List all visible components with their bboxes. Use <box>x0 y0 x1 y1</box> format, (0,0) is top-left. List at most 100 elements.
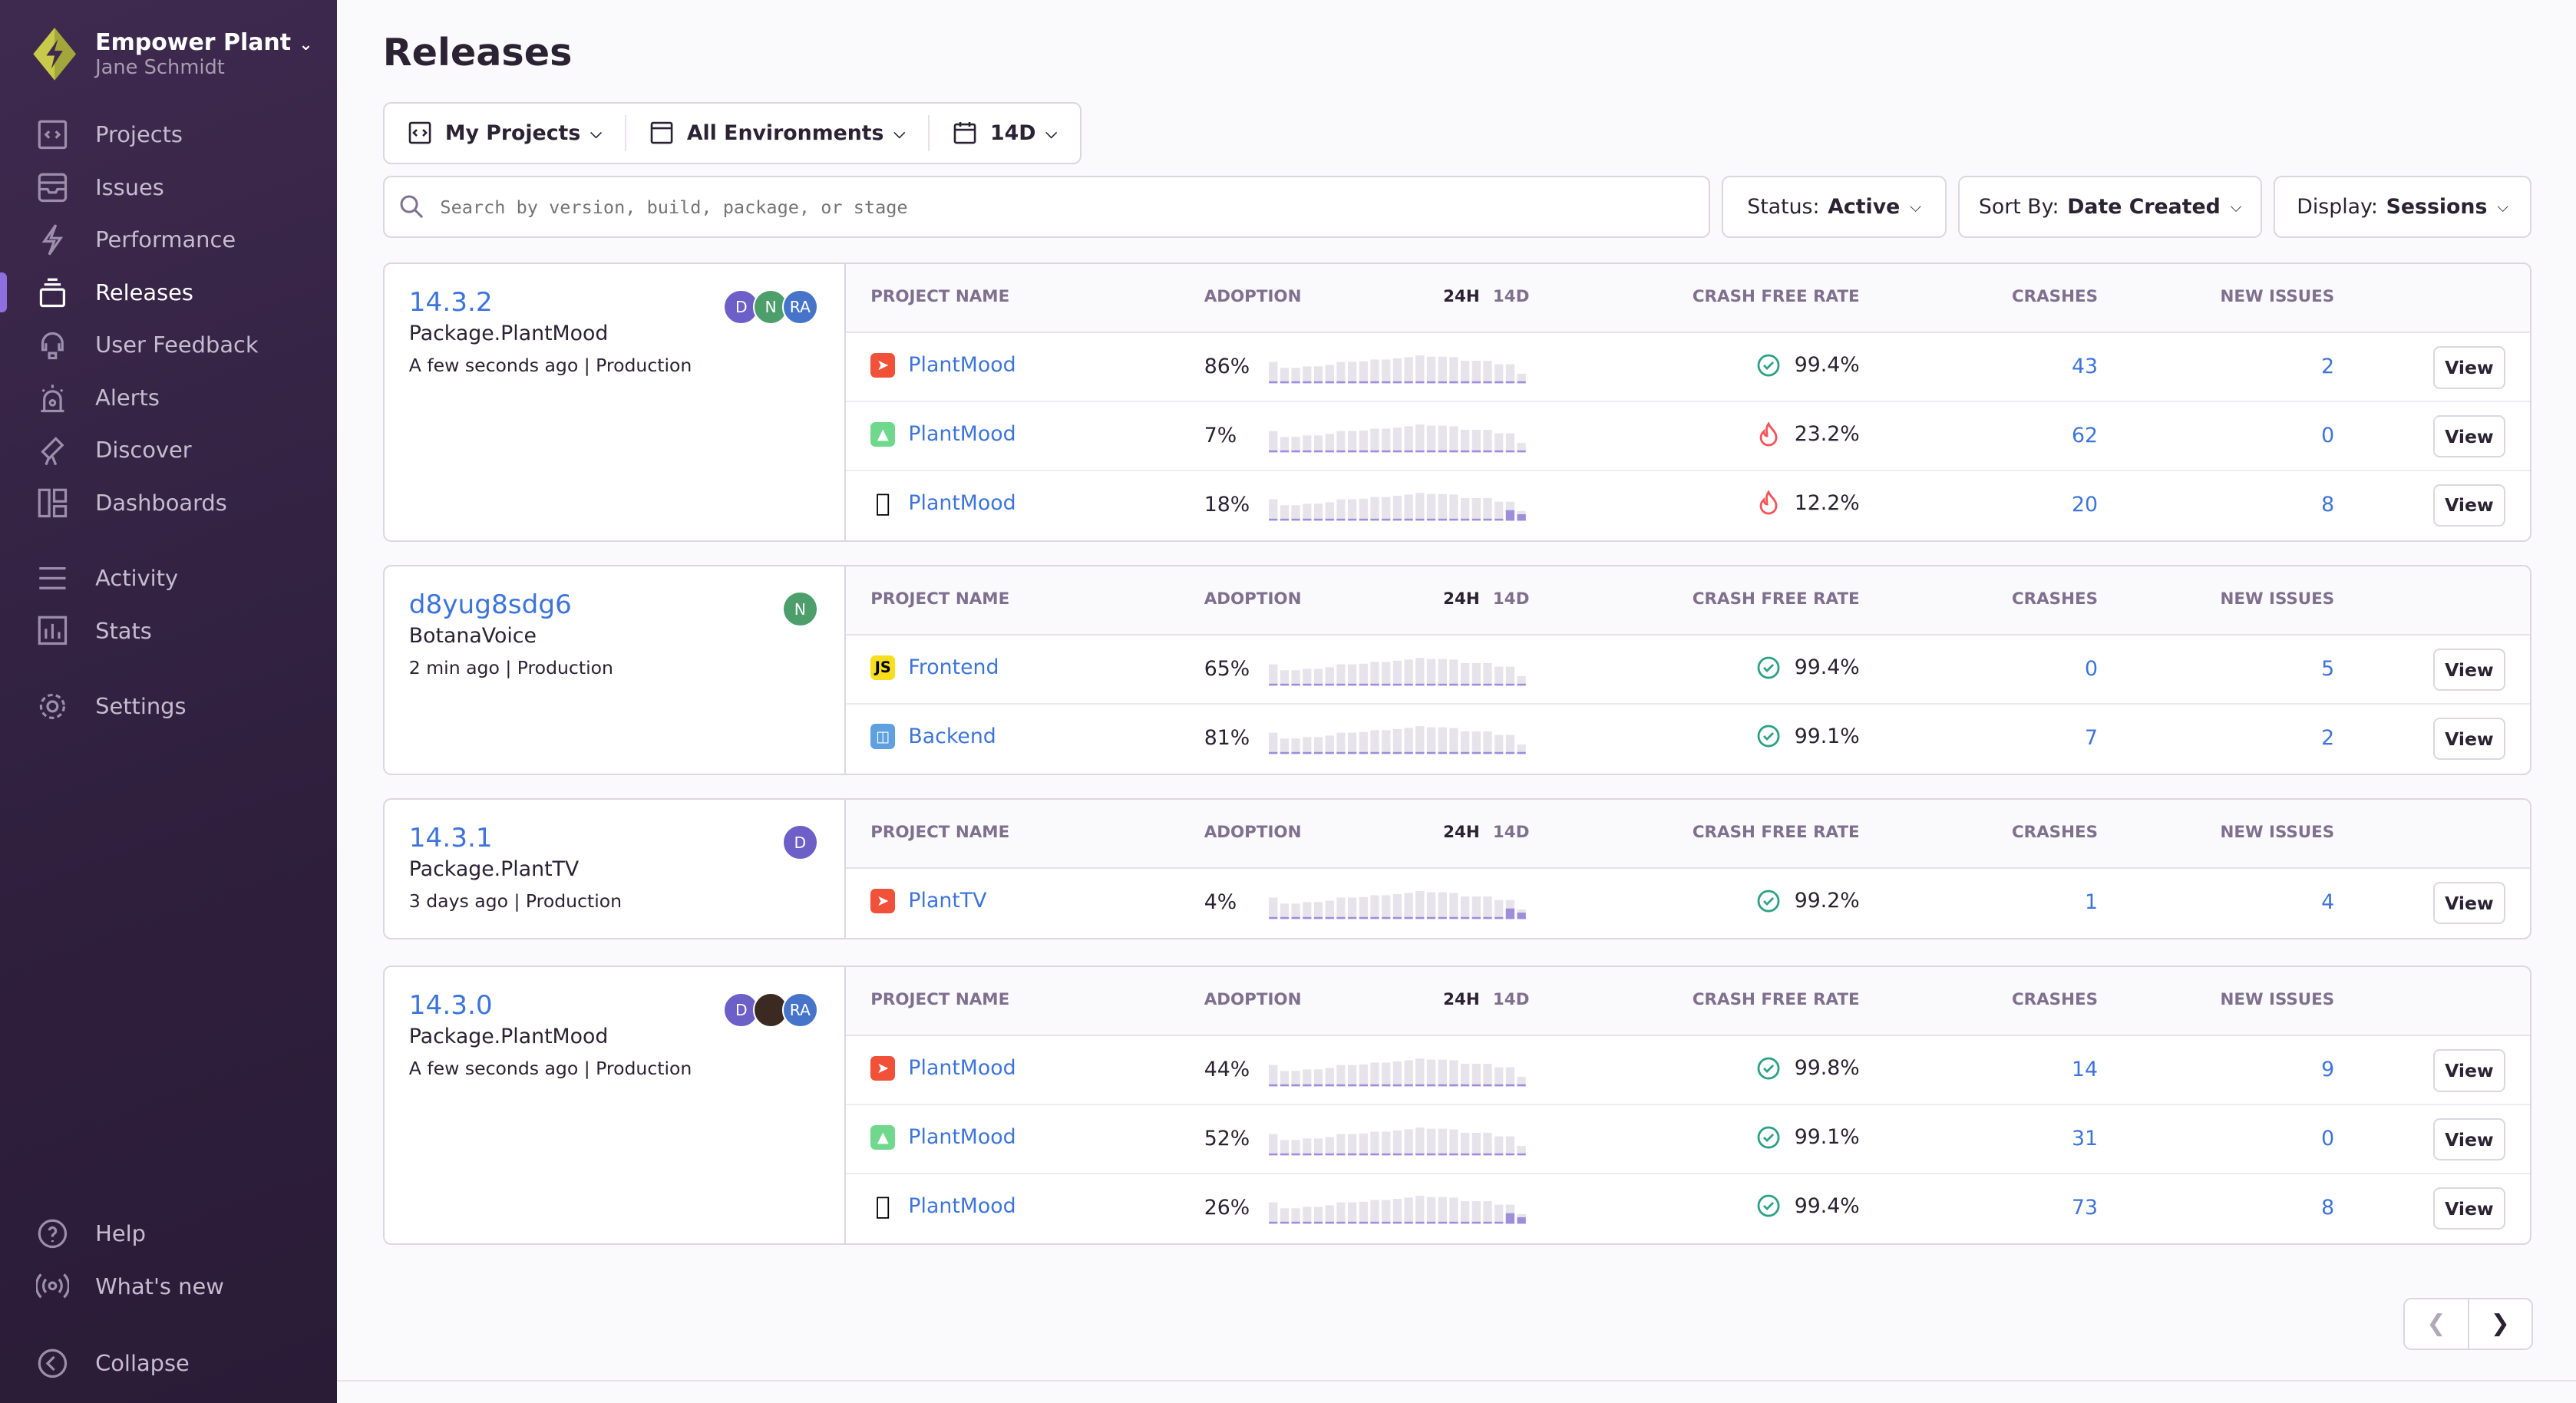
sparkline-bar <box>1370 1062 1379 1086</box>
view-button[interactable]: View <box>2432 1118 2505 1161</box>
project-filter-label: My Projects <box>444 120 581 145</box>
release-version-link[interactable]: 14.3.2 <box>408 287 493 319</box>
view-label: View <box>2445 892 2494 914</box>
project-filter[interactable]: My Projects ⌵ <box>385 114 626 151</box>
sidebar-item-label: Releases <box>95 279 193 305</box>
sidebar-item-projects[interactable]: Projects <box>0 110 337 159</box>
previous-page-button[interactable]: ❮ <box>2405 1299 2469 1349</box>
table-header: PROJECT NAME ADOPTION 24H 14D CRASH FREE… <box>846 566 2530 635</box>
crash-free-rate-value: 99.1% <box>1794 1125 1860 1150</box>
project-link[interactable]: PlantMood <box>870 488 1016 517</box>
chevron-down-icon: ⌵ <box>590 124 602 142</box>
new-issues-link[interactable]: 0 <box>2321 423 2335 447</box>
crashes-link[interactable]: 73 <box>2071 1195 2098 1220</box>
environment-filter[interactable]: All Environments ⌵ <box>626 114 930 151</box>
release-time: 2 min ago <box>408 656 500 678</box>
release-version-link[interactable]: 14.3.1 <box>408 823 493 854</box>
new-issues-link[interactable]: 0 <box>2321 1126 2335 1150</box>
sparkline-baseline <box>1370 916 1379 919</box>
toggle-14d[interactable]: 14D <box>1492 589 1530 609</box>
view-button[interactable]: View <box>2432 717 2505 761</box>
crashes-link[interactable]: 0 <box>2084 656 2098 681</box>
project-link[interactable]: JS Frontend <box>870 655 999 680</box>
crashes-link[interactable]: 31 <box>2071 1126 2098 1150</box>
project-link[interactable]: ▲ PlantMood <box>870 1124 1016 1150</box>
toggle-24h[interactable]: 24H <box>1443 990 1480 1010</box>
toggle-14d[interactable]: 14D <box>1492 287 1530 307</box>
sparkline-baseline <box>1461 752 1470 754</box>
avatar[interactable]: N <box>781 591 818 628</box>
sparkline-baseline <box>1336 1153 1346 1156</box>
avatar[interactable]: RA <box>781 289 818 325</box>
display-dropdown[interactable]: Display: Sessions ⌵ <box>2274 176 2531 239</box>
sidebar-item-alerts[interactable]: Alerts <box>0 373 337 422</box>
sidebar-item-what-s-new[interactable]: What's new <box>0 1262 337 1311</box>
avatar[interactable]: RA <box>781 992 818 1028</box>
new-issues-link[interactable]: 5 <box>2321 656 2335 681</box>
project-link[interactable]: ➤ PlantMood <box>870 352 1016 378</box>
new-issues-link[interactable]: 8 <box>2321 492 2335 517</box>
sparkline-bar <box>1471 360 1481 383</box>
view-button[interactable]: View <box>2432 415 2505 458</box>
new-issues-link[interactable]: 4 <box>2321 890 2335 914</box>
view-button[interactable]: View <box>2432 1187 2505 1230</box>
avatar[interactable]: D <box>781 824 818 861</box>
view-button[interactable]: View <box>2432 649 2505 692</box>
header-crashes: CRASHES <box>2011 990 2098 1010</box>
avatar[interactable]: D <box>723 992 760 1028</box>
toggle-24h[interactable]: 24H <box>1443 589 1480 609</box>
sidebar-item-issues[interactable]: Issues <box>0 163 337 212</box>
crashes-link[interactable]: 20 <box>2071 492 2098 517</box>
project-link[interactable]: ➤ PlantMood <box>870 1055 1016 1081</box>
sparkline-baseline <box>1269 683 1278 686</box>
new-issues-link[interactable]: 2 <box>2321 355 2335 378</box>
toggle-24h[interactable]: 24H <box>1443 823 1480 843</box>
status-dropdown[interactable]: Status: Active ⌵ <box>1722 176 1947 239</box>
sidebar-item-user-feedback[interactable]: User Feedback <box>0 320 337 369</box>
sidebar-item-settings[interactable]: Settings <box>0 682 337 731</box>
view-label: View <box>2445 1197 2494 1220</box>
project-link[interactable]: ▲ PlantMood <box>870 421 1016 447</box>
search-input[interactable] <box>437 194 1693 220</box>
release-version-link[interactable]: 14.3.0 <box>408 990 493 1022</box>
sparkline-baseline <box>1404 1153 1413 1156</box>
sidebar-item-performance[interactable]: Performance <box>0 215 337 264</box>
sidebar-item-help[interactable]: Help <box>0 1209 337 1258</box>
view-button[interactable]: View <box>2432 1049 2505 1092</box>
sparkline-bar <box>1325 1205 1335 1223</box>
new-issues-link[interactable]: 2 <box>2321 725 2335 750</box>
project-link[interactable]: ◫ Backend <box>870 724 996 749</box>
new-issues-link[interactable]: 8 <box>2321 1195 2335 1220</box>
crashes-link[interactable]: 14 <box>2071 1058 2098 1082</box>
sort-dropdown[interactable]: Sort By: Date Created ⌵ <box>1958 176 2262 239</box>
view-button[interactable]: View <box>2432 882 2505 925</box>
project-link[interactable]: PlantMood <box>870 1191 1016 1220</box>
crashes-link[interactable]: 7 <box>2084 725 2098 750</box>
sidebar-item-collapse[interactable]: Collapse <box>0 1339 337 1388</box>
adoption-sparkline <box>1269 1058 1526 1087</box>
sidebar-item-releases[interactable]: Releases <box>0 268 337 317</box>
project-name: PlantTV <box>908 889 987 913</box>
new-issues-link[interactable]: 9 <box>2321 1058 2335 1082</box>
view-button[interactable]: View <box>2432 484 2505 527</box>
sidebar-item-stats[interactable]: Stats <box>0 606 337 655</box>
toggle-14d[interactable]: 14D <box>1492 823 1530 843</box>
sidebar-item-activity[interactable]: Activity <box>0 553 337 602</box>
sparkline-bar <box>1392 893 1402 919</box>
projects-icon <box>408 121 431 144</box>
org-switcher[interactable]: Empower Plant ⌄ Jane Schmidt <box>30 26 312 82</box>
release-version-link[interactable]: d8yug8sdg6 <box>408 589 572 621</box>
crashes-link[interactable]: 62 <box>2071 423 2098 447</box>
sparkline-baseline <box>1348 1222 1357 1224</box>
crashes-link[interactable]: 1 <box>2084 890 2098 914</box>
sidebar-item-dashboards[interactable]: Dashboards <box>0 478 337 527</box>
view-button[interactable]: View <box>2432 346 2505 389</box>
toggle-24h[interactable]: 24H <box>1443 287 1480 307</box>
crashes-link[interactable]: 43 <box>2071 355 2098 378</box>
project-link[interactable]: ➤ PlantTV <box>870 888 987 913</box>
next-page-button[interactable]: ❯ <box>2490 1310 2510 1338</box>
avatar[interactable]: N <box>752 289 789 325</box>
sidebar-item-discover[interactable]: Discover <box>0 425 337 474</box>
date-filter[interactable]: 14D ⌵ <box>930 115 1080 151</box>
toggle-14d[interactable]: 14D <box>1492 990 1530 1010</box>
